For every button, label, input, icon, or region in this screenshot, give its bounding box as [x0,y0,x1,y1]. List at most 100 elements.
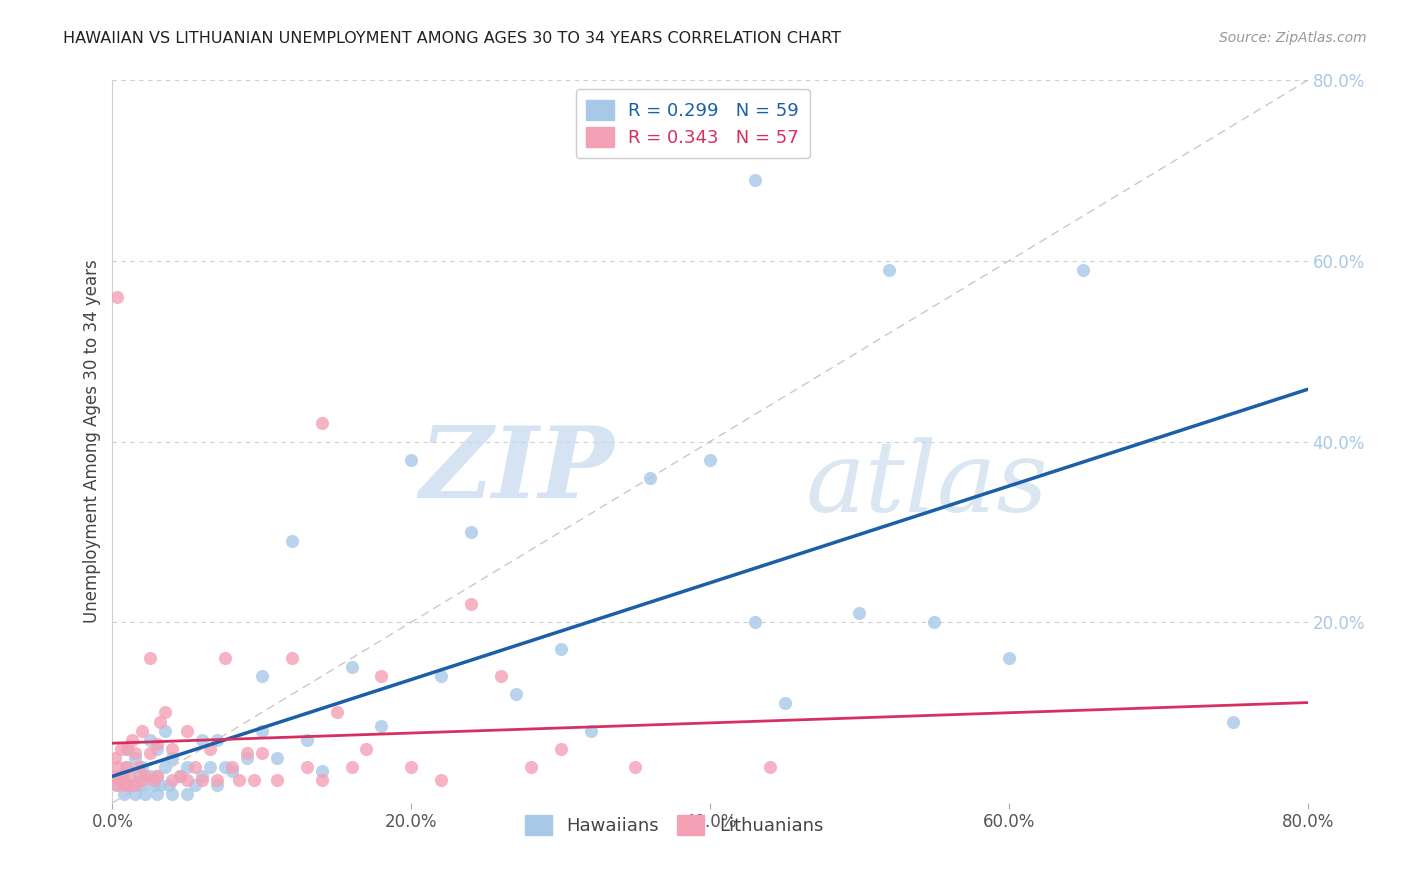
Point [295,732,318,747]
Point [105,778,128,792]
Point [153,760,176,774]
Point [848,606,870,620]
Point [250,746,273,760]
Point [356,741,378,756]
Point [430,669,453,683]
Point [169,769,191,783]
Point [134,787,156,801]
Text: HAWAIIAN VS LITHUANIAN UNEMPLOYMENT AMONG AGES 30 TO 34 YEARS CORRELATION CHART: HAWAIIAN VS LITHUANIAN UNEMPLOYMENT AMON… [63,31,841,46]
Point [131,778,153,792]
Point [139,769,162,783]
Point [401,452,423,467]
Point [460,597,482,611]
Point [143,773,166,788]
Point [131,723,153,738]
Point [550,642,572,657]
Point [176,723,198,738]
Point [221,764,243,779]
Point [922,615,945,630]
Point [105,778,128,792]
Point [214,651,236,665]
Point [183,778,205,792]
Point [108,773,131,788]
Point [117,760,139,774]
Point [579,723,602,738]
Point [311,773,333,788]
Point [401,760,423,774]
Point [162,750,183,764]
Point [221,760,243,774]
Point [124,787,146,801]
Point [104,750,127,764]
Point [117,741,139,756]
Point [236,746,259,760]
Point [139,651,162,665]
Point [624,760,647,774]
Point [131,773,153,788]
Point [759,760,782,774]
Point [153,723,176,738]
Point [640,471,662,485]
Point [103,769,125,783]
Point [162,741,183,756]
Point [183,760,205,774]
Point [1222,714,1244,729]
Point [773,697,796,711]
Point [744,615,766,630]
Point [325,706,347,720]
Point [879,263,901,277]
Point [1073,263,1095,277]
Point [108,769,131,783]
Point [191,773,214,788]
Text: atlas: atlas [806,437,1049,533]
Text: ZIP: ZIP [419,422,614,518]
Point [146,769,169,783]
Point [121,732,143,747]
Point [124,746,146,760]
Point [146,787,169,801]
Point [107,760,129,774]
Point [105,290,128,304]
Point [176,787,198,801]
Text: Source: ZipAtlas.com: Source: ZipAtlas.com [1219,31,1367,45]
Point [340,660,363,674]
Point [162,773,183,788]
Point [146,741,169,756]
Point [198,760,221,774]
Point [131,760,153,774]
Point [115,760,138,774]
Point [998,651,1021,665]
Point [114,787,135,801]
Point [340,760,363,774]
Point [250,669,273,683]
Point [205,732,228,747]
Point [228,773,250,788]
Point [128,760,150,774]
Point [489,669,512,683]
Point [266,750,288,764]
Point [149,714,172,729]
Point [214,760,236,774]
Point [157,778,180,792]
Point [295,760,318,774]
Point [124,778,146,792]
Point [146,737,169,751]
Point [281,651,304,665]
Point [117,778,139,792]
Point [191,732,214,747]
Point [110,741,132,756]
Point [169,769,191,783]
Point [266,773,288,788]
Point [744,172,766,186]
Point [236,750,259,764]
Point [205,778,228,792]
Point [162,787,183,801]
Point [281,533,304,548]
Point [243,773,266,788]
Point [139,746,162,760]
Point [120,778,142,792]
Legend: Hawaiians, Lithuanians: Hawaiians, Lithuanians [516,806,832,845]
Point [198,741,221,756]
Point [191,769,214,783]
Point [176,773,198,788]
